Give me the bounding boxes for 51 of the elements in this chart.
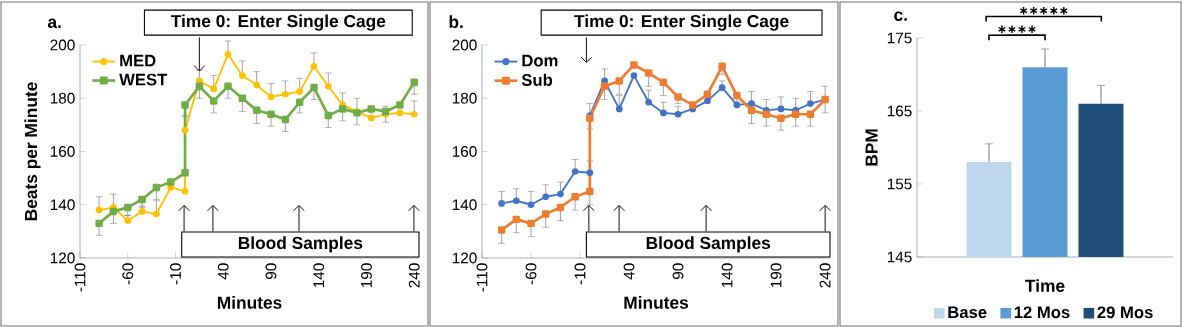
annotation: Blood Samples bbox=[646, 236, 771, 253]
y-tick-label: 155 bbox=[887, 178, 912, 190]
x-tick-label: 190 bbox=[770, 263, 782, 288]
y-tick-label: 160 bbox=[452, 146, 477, 157]
x-tick-label: 90 bbox=[672, 263, 684, 280]
x-tick-label: -60 bbox=[525, 263, 537, 285]
y-tick-label: 140 bbox=[452, 199, 477, 211]
legend-label: Base bbox=[948, 306, 987, 319]
y-tick-label: 165 bbox=[887, 105, 912, 117]
annotation: Blood Samples bbox=[238, 236, 363, 253]
x-tick-label: 190 bbox=[361, 263, 372, 288]
x-tick-label: -10 bbox=[574, 263, 586, 285]
y-tick-label: 160 bbox=[50, 146, 75, 157]
y-tick-label: 120 bbox=[452, 252, 477, 264]
legend-label: Dom bbox=[522, 54, 558, 67]
y-tick-label: 140 bbox=[50, 199, 75, 211]
text: ∗∗∗∗∗ bbox=[1020, 6, 1068, 15]
x-tick-label: 140 bbox=[313, 263, 325, 288]
legend-label: 12 Mos bbox=[1014, 306, 1070, 319]
x-tick-label: -60 bbox=[122, 263, 134, 285]
y-tick-label: 120 bbox=[50, 252, 75, 264]
annotation: Time 0: Enter Single Cage bbox=[170, 14, 386, 31]
x-tick-label: 140 bbox=[721, 263, 733, 288]
chart-title: c. bbox=[894, 11, 907, 21]
y-axis-title: BPM bbox=[865, 129, 878, 166]
x-tick-label: 40 bbox=[623, 263, 635, 280]
x-tick-label: 240 bbox=[819, 263, 831, 288]
x-axis-title: Time bbox=[1025, 279, 1065, 292]
chart-title: a. bbox=[47, 18, 61, 29]
y-tick-label: 145 bbox=[887, 251, 912, 263]
y-tick-label: 175 bbox=[887, 32, 912, 44]
x-tick-label: -110 bbox=[74, 263, 86, 292]
x-axis-title: Minutes bbox=[217, 296, 282, 309]
x-tick-label: -110 bbox=[476, 263, 488, 292]
chart-title: b. bbox=[449, 15, 463, 29]
y-tick-label: 180 bbox=[50, 92, 75, 104]
y-axis-title: Beats per Minute bbox=[24, 82, 41, 221]
y-tick-label: 200 bbox=[452, 39, 477, 51]
y-tick-label: 200 bbox=[50, 39, 75, 51]
x-tick-label: 40 bbox=[217, 263, 229, 280]
legend-label: MED bbox=[120, 54, 156, 67]
x-tick-label: -10 bbox=[170, 263, 181, 285]
legend-label: WEST bbox=[119, 73, 168, 86]
x-tick-label: 90 bbox=[265, 263, 277, 280]
x-tick-label: 240 bbox=[408, 263, 420, 288]
legend-label: Sub bbox=[521, 73, 553, 86]
x-axis-title: Minutes bbox=[624, 296, 689, 309]
text: Time 0: Enter Single Cage bbox=[574, 14, 789, 31]
y-tick-label: 180 bbox=[452, 92, 477, 104]
legend-label: 29 Mos bbox=[1097, 306, 1153, 319]
text: ∗∗∗∗ bbox=[998, 25, 1036, 34]
